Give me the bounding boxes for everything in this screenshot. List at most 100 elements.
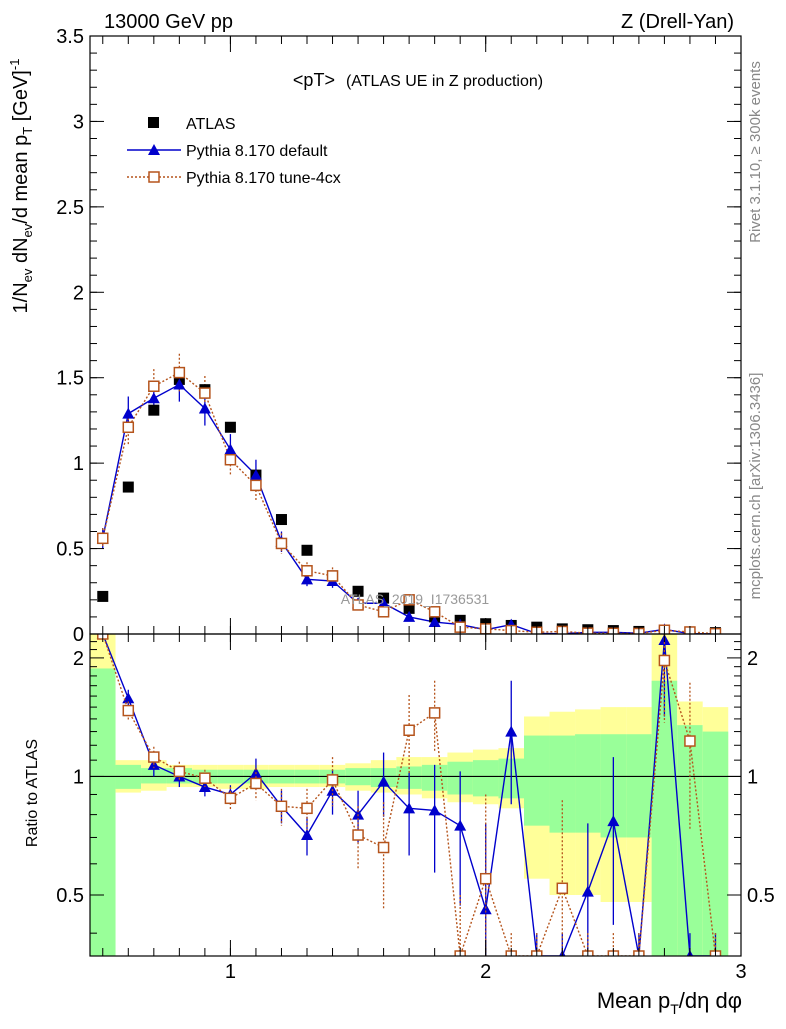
tune-data-point xyxy=(275,537,288,550)
legend-atlas-label: ATLAS xyxy=(186,116,236,133)
rivet-label: Rivet 3.1.10, ≥ 300k events xyxy=(747,61,764,243)
atlas-data-point xyxy=(122,481,134,493)
ratio-point-tune xyxy=(173,765,186,778)
ratio-point-default xyxy=(428,804,441,816)
ratio-point-default xyxy=(301,829,313,841)
main-y-tick-label: 1 xyxy=(73,453,84,475)
ratio-band-inner xyxy=(702,731,729,956)
x-tick-label: 2 xyxy=(480,961,491,983)
ratio-point-tune xyxy=(352,829,364,841)
ratio-point-default xyxy=(581,885,594,897)
tune-data-point xyxy=(199,387,211,399)
ratio-point-tune xyxy=(199,772,211,784)
main-y-axis-label: 1/Nev dNev/d mean pT [GeV]-1 xyxy=(7,59,35,314)
ratio-y-axis-label: Ratio to ATLAS xyxy=(24,739,41,847)
ratio-point-tune xyxy=(403,724,415,737)
tune-data-point xyxy=(122,421,135,434)
main-y-tick-label: 1.5 xyxy=(56,368,84,390)
legend-tune-label: Pythia 8.170 tune-4cx xyxy=(186,170,341,187)
main-y-tick-label: 2.5 xyxy=(56,197,84,219)
ratio-point-tune xyxy=(428,707,441,719)
default-data-point xyxy=(147,392,160,404)
default-data-point xyxy=(301,573,313,585)
ratio-band-inner xyxy=(575,734,601,833)
ratio-point-default xyxy=(122,692,135,704)
main-y-tick-label: 3.5 xyxy=(56,26,84,48)
legend: ATLAS Pythia 8.170 default Pythia 8.170 … xyxy=(127,116,341,187)
ratio-point-tune xyxy=(684,735,696,747)
ratio-point-tune xyxy=(122,704,135,717)
ratio-point-tune xyxy=(377,841,390,854)
tune-data-point xyxy=(250,479,262,492)
default-data-point xyxy=(377,597,390,609)
tune-data-point xyxy=(377,606,390,618)
tune-data-point xyxy=(428,606,441,618)
ratio-point-default xyxy=(352,808,365,820)
ratio-y-tick-label-right: 0.5 xyxy=(747,885,775,907)
main-y-tick-label: 3 xyxy=(73,111,84,133)
chart-title-main: <pT> xyxy=(293,70,335,90)
analysis-watermark: ATLAS_2019_I1736531 xyxy=(341,591,490,607)
tune-data-point xyxy=(148,380,160,393)
ratio-point-default xyxy=(479,903,492,915)
main-y-tick-label: 0.5 xyxy=(56,539,84,561)
header-right: Z (Drell-Yan) xyxy=(621,11,734,33)
ratio-y-tick-label: 1 xyxy=(73,766,84,788)
chart-title-sub: (ATLAS UE in Z production) xyxy=(346,73,543,90)
ratio-y-tick-label-right: 1 xyxy=(747,766,758,788)
ratio-point-tune xyxy=(148,751,160,763)
axes-layer: 0 0.5 1 1.5 2 2.5 3 3.5 1 2 3 0.5 0.5 1 1 2 2 xyxy=(56,26,775,983)
atlas-data-point xyxy=(352,585,364,597)
ratio-point-tune xyxy=(275,800,288,813)
ratio-point-tune xyxy=(556,882,569,895)
ratio-band-inner xyxy=(472,760,499,797)
legend-default-label: Pythia 8.170 default xyxy=(186,143,328,160)
default-data-point xyxy=(122,407,135,419)
ratio-band-inner xyxy=(90,668,116,956)
atlas-data-point xyxy=(97,590,109,602)
default-data-point xyxy=(249,469,262,481)
ratio-point-tune xyxy=(326,774,339,786)
ratio-frame xyxy=(89,633,742,957)
tune-data-point xyxy=(224,453,237,466)
legend-atlas-marker xyxy=(148,117,159,128)
default-data-point xyxy=(428,616,441,628)
main-y-tick-label: 2 xyxy=(73,282,84,304)
ratio-point-default xyxy=(377,775,390,787)
tune-data-point xyxy=(173,366,186,379)
atlas-data-point xyxy=(148,404,160,416)
default-data-point xyxy=(224,443,237,455)
tune-data-point xyxy=(403,594,415,606)
ratio-band-inner xyxy=(626,734,652,838)
ratio-point-tune xyxy=(224,792,237,805)
tune-data-point xyxy=(352,599,364,611)
ratio-point-tune xyxy=(658,654,671,667)
x-tick-label: 3 xyxy=(735,961,746,983)
default-data-point xyxy=(198,402,211,414)
ratio-point-default xyxy=(403,802,416,814)
ratio-point-tune xyxy=(479,872,492,885)
ratio-y-tick-label: 0.5 xyxy=(56,885,84,907)
atlas-data-point xyxy=(224,421,236,433)
default-data-point xyxy=(403,610,416,622)
ratio-point-default xyxy=(607,815,620,827)
atlas-data-point xyxy=(301,544,313,556)
ratio-band-inner xyxy=(651,680,678,956)
chart-title: <pT> (ATLAS UE in Z production) xyxy=(293,70,543,90)
ratio-point-default xyxy=(454,819,467,831)
legend-default-marker xyxy=(148,144,160,155)
legend-tune-marker xyxy=(148,171,160,183)
mcplots-label: mcplots.cern.ch [arXiv:1306.3436] xyxy=(747,373,764,600)
ratio-point-tune xyxy=(250,777,262,790)
ratio-y-tick-label-right: 2 xyxy=(747,648,758,670)
ratio-band-inner xyxy=(524,735,550,826)
tune-data-point xyxy=(97,532,109,545)
ratio-point-tune xyxy=(301,802,313,815)
tune-data-point xyxy=(301,565,313,577)
ratio-point-default xyxy=(505,725,518,737)
tune-data-point xyxy=(326,570,339,582)
ratio-y-tick-label: 2 xyxy=(73,648,84,670)
x-axis-label: Mean pT/dη dφ xyxy=(597,988,742,1017)
